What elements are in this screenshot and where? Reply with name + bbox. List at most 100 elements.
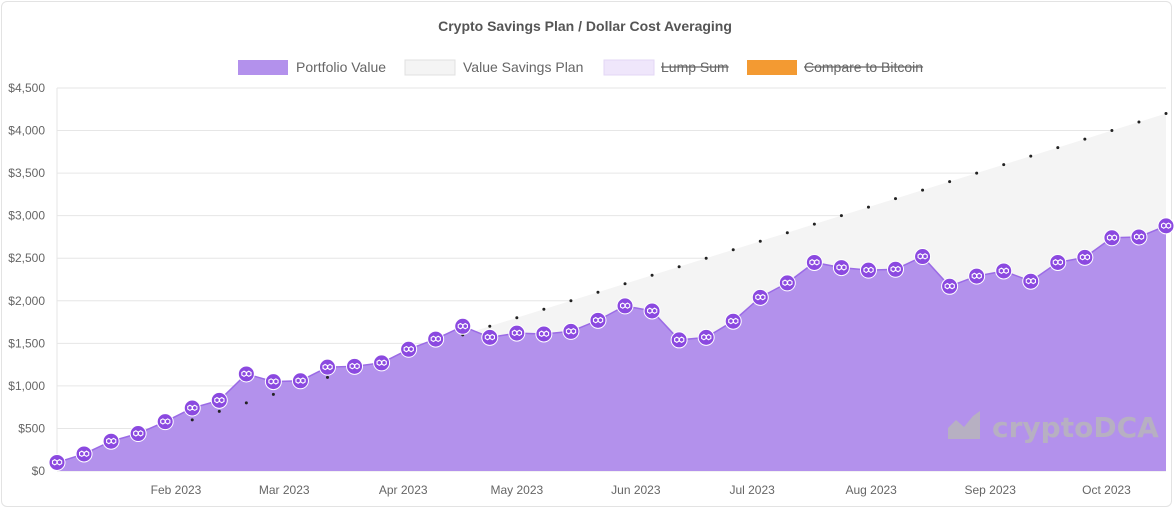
savings-plan-point <box>1056 146 1060 150</box>
portfolio-point[interactable] <box>210 391 228 409</box>
portfolio-point[interactable] <box>805 253 823 271</box>
polygon-coin-icon <box>160 418 171 425</box>
portfolio-point[interactable] <box>454 317 472 335</box>
x-tick-label: Jul 2023 <box>729 483 775 497</box>
portfolio-point[interactable] <box>887 260 905 278</box>
savings-plan-point <box>894 197 898 201</box>
portfolio-point[interactable] <box>751 288 769 306</box>
portfolio-point[interactable] <box>697 328 715 346</box>
portfolio-point[interactable] <box>400 340 418 358</box>
polygon-coin-icon <box>1079 253 1091 261</box>
chart-title: Crypto Savings Plan / Dollar Cost Averag… <box>438 18 732 34</box>
portfolio-point[interactable] <box>941 277 959 295</box>
portfolio-point[interactable] <box>778 274 796 292</box>
savings-plan-point <box>785 231 789 235</box>
portfolio-point[interactable] <box>1076 248 1094 266</box>
y-tick-label: $500 <box>18 421 45 435</box>
savings-plan-point <box>515 316 519 320</box>
legend-label: Portfolio Value <box>296 59 386 75</box>
portfolio-point[interactable] <box>102 432 120 450</box>
savings-plan-point <box>1002 163 1006 167</box>
portfolio-point[interactable] <box>968 267 986 285</box>
portfolio-point[interactable] <box>1157 217 1175 235</box>
portfolio-markers <box>48 217 1175 471</box>
portfolio-point[interactable] <box>156 413 174 431</box>
legend-item[interactable]: Value Savings Plan <box>404 59 583 76</box>
cryptodca-logo: cryptoDCA <box>948 411 1159 444</box>
legend-item[interactable]: Portfolio Value <box>238 59 386 75</box>
polygon-coin-icon <box>295 377 306 384</box>
legend-swatch <box>404 59 456 76</box>
polygon-coin-icon <box>944 282 955 290</box>
polygon-coin-icon <box>863 266 874 274</box>
portfolio-point[interactable] <box>48 453 66 471</box>
portfolio-point[interactable] <box>183 399 201 417</box>
portfolio-point[interactable] <box>1049 253 1067 271</box>
portfolio-point[interactable] <box>481 328 499 346</box>
portfolio-point[interactable] <box>589 311 607 329</box>
savings-plan-point <box>866 205 870 209</box>
polygon-coin-icon <box>268 378 279 385</box>
polygon-coin-icon <box>457 322 468 330</box>
polygon-coin-icon <box>782 279 793 286</box>
polygon-coin-icon <box>728 317 739 325</box>
portfolio-point[interactable] <box>1103 229 1121 247</box>
savings-plan-point <box>948 180 952 184</box>
portfolio-point[interactable] <box>427 330 445 348</box>
polygon-coin-icon <box>349 362 360 370</box>
portfolio-area <box>57 225 1166 471</box>
savings-plan-point <box>921 188 925 192</box>
polygon-coin-icon <box>511 329 523 337</box>
portfolio-point[interactable] <box>264 373 282 391</box>
savings-plan-point <box>975 171 979 175</box>
legend-item[interactable]: Compare to Bitcoin <box>747 59 924 75</box>
x-axis: Feb 2023 Mar 2023 Apr 2023 May 2023 Jun 2023… <box>151 483 1132 497</box>
savings-plan-point <box>569 299 573 303</box>
portfolio-point[interactable] <box>832 259 850 277</box>
polygon-coin-icon <box>106 437 117 445</box>
polygon-coin-icon <box>322 363 333 371</box>
y-tick-label: $2,000 <box>8 294 45 308</box>
x-tick-label: Jun 2023 <box>611 483 661 497</box>
portfolio-point[interactable] <box>562 322 580 340</box>
polygon-coin-icon <box>592 316 604 324</box>
savings-plan-point <box>488 324 492 328</box>
portfolio-point[interactable] <box>373 354 391 372</box>
savings-plan-point <box>758 239 762 243</box>
portfolio-point[interactable] <box>616 297 634 315</box>
x-tick-label: Feb 2023 <box>151 483 202 497</box>
legend-label: Value Savings Plan <box>463 59 583 75</box>
savings-plan-point <box>704 256 708 260</box>
portfolio-point[interactable] <box>535 325 553 343</box>
polygon-coin-icon <box>674 336 685 343</box>
polygon-coin-icon <box>484 333 496 341</box>
savings-plan-point <box>839 214 843 218</box>
y-tick-label: $0 <box>32 464 46 478</box>
portfolio-point[interactable] <box>724 312 742 330</box>
portfolio-point[interactable] <box>1130 228 1148 246</box>
portfolio-point[interactable] <box>75 445 93 463</box>
portfolio-point[interactable] <box>237 365 255 383</box>
portfolio-point[interactable] <box>995 262 1013 280</box>
y-tick-label: $3,000 <box>8 209 45 223</box>
portfolio-point[interactable] <box>670 331 688 349</box>
portfolio-point[interactable] <box>1022 272 1040 290</box>
x-tick-label: Apr 2023 <box>379 483 428 497</box>
polygon-coin-icon <box>998 267 1009 275</box>
legend-item[interactable]: Lump Sum <box>603 59 729 76</box>
portfolio-point[interactable] <box>129 425 147 443</box>
portfolio-point[interactable] <box>859 261 877 279</box>
legend: Portfolio Value Value Savings Plan Lump Su… <box>238 59 924 76</box>
portfolio-point[interactable] <box>291 372 309 390</box>
y-tick-label: $2,500 <box>8 251 45 265</box>
polygon-coin-icon <box>1106 234 1118 241</box>
portfolio-point[interactable] <box>318 358 336 376</box>
y-tick-label: $3,500 <box>8 166 45 180</box>
portfolio-point[interactable] <box>914 248 932 266</box>
portfolio-point[interactable] <box>346 357 364 375</box>
portfolio-point[interactable] <box>508 324 526 342</box>
portfolio-point[interactable] <box>643 302 661 320</box>
savings-plan-point <box>217 409 221 413</box>
polygon-coin-icon <box>890 265 901 273</box>
